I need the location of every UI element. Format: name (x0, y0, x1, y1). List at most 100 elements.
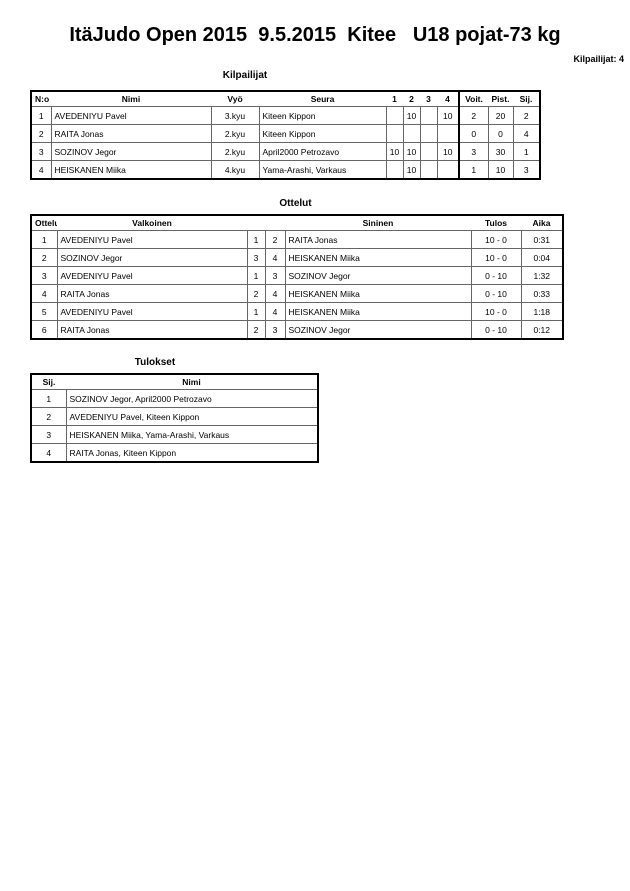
matches-col-header: Sininen (285, 215, 471, 231)
competitors-row: 2 RAITA Jonas 2.kyu Kiteen Kippon 0 0 4 (30, 124, 541, 143)
competitors-cell: 10 (385, 142, 404, 161)
matches-col-header (265, 215, 285, 231)
matches-cell: 4 (30, 284, 58, 303)
matches-row: 3 AVEDENIYU Pavel 1 3 SOZINOV Jegor 0 - 10 1:3… (30, 266, 564, 285)
matches-cell: 1:18 (520, 302, 564, 321)
competitors-col-header: Nimi (51, 91, 211, 107)
competitors-cell: Kiteen Kippon (258, 106, 387, 125)
competitors-col-header: 4 (437, 91, 459, 107)
competitors-col-header: Vyö (211, 91, 259, 107)
competitors-cell: Yama-Arashi, Varkaus (258, 160, 387, 180)
results-row: 3 HEISKANEN Miika, Yama-Arashi, Varkaus (30, 425, 319, 444)
results-cell: 3 (30, 425, 67, 444)
matches-cell: SOZINOV Jegor (284, 320, 472, 340)
competitors-cell: 1 (30, 106, 52, 125)
competitors-cell: 3 (512, 160, 541, 180)
matches-cell: 2 (264, 230, 286, 249)
competitors-heading: Kilpailijat (222, 70, 268, 81)
competitors-cell: 10 (436, 106, 460, 125)
competitors-col-header: 1 (386, 91, 403, 107)
competitors-cell: 2.kyu (210, 142, 260, 161)
results-cell: 1 (30, 389, 67, 408)
results-cell: 4 (30, 443, 67, 463)
matches-cell: 3 (264, 266, 286, 285)
matches-cell: 0:12 (520, 320, 564, 340)
competitors-cell: 3.kyu (210, 106, 260, 125)
competitors-col-header: 2 (403, 91, 420, 107)
competitors-col-header: Voit. (458, 91, 488, 107)
matches-cell: 4 (264, 284, 286, 303)
competitors-cell: SOZINOV Jegor (50, 142, 212, 161)
matches-cell: 10 - 0 (470, 302, 522, 321)
results-cell: RAITA Jonas, Kiteen Kippon (65, 443, 319, 463)
competitors-row: 3 SOZINOV Jegor 2.kyu April2000 Petrozavo 10… (30, 142, 541, 161)
competitors-cell: 1 (458, 160, 489, 180)
competitors-cell: 4.kyu (210, 160, 260, 180)
competitors-cell: RAITA Jonas (50, 124, 212, 143)
competitors-cell: 0 (458, 124, 489, 143)
competitors-cell: 2 (512, 106, 541, 125)
competitors-cell (436, 160, 460, 180)
results-row: 1 SOZINOV Jegor, April2000 Petrozavo (30, 389, 319, 408)
competitors-cell: 2 (30, 124, 52, 143)
matches-cell: HEISKANEN Miika (284, 284, 472, 303)
results-cell: 2 (30, 407, 67, 426)
matches-cell: 0 - 10 (470, 266, 522, 285)
matches-cell: 0 - 10 (470, 284, 522, 303)
matches-cell: 4 (264, 248, 286, 267)
matches-row: 6 RAITA Jonas 2 3 SOZINOV Jegor 0 - 10 0:12 (30, 320, 564, 340)
competitors-col-header: 3 (420, 91, 437, 107)
matches-heading: Ottelut (279, 198, 312, 209)
matches-cell: 1 (246, 230, 266, 249)
competitors-cell (419, 124, 438, 143)
matches-cell: HEISKANEN Miika (284, 302, 472, 321)
results-cell: SOZINOV Jegor, April2000 Petrozavo (65, 389, 319, 408)
matches-cell: SOZINOV Jegor (56, 248, 248, 267)
competitors-cell: 1 (512, 142, 541, 161)
matches-cell: SOZINOV Jegor (284, 266, 472, 285)
matches-cell: AVEDENIYU Pavel (56, 302, 248, 321)
matches-cell: 3 (246, 248, 266, 267)
matches-cell: RAITA Jonas (284, 230, 472, 249)
competitors-row: 1 AVEDENIYU Pavel 3.kyu Kiteen Kippon 10 10 2 2… (30, 106, 541, 125)
matches-cell: 0:33 (520, 284, 564, 303)
competitors-cell (402, 124, 421, 143)
competitors-cell: 2.kyu (210, 124, 260, 143)
competitors-cell: 10 (402, 142, 421, 161)
competitors-header-row: N:o Nimi Vyö Seura 1 2 3 4 Voit. Pist. Sij. (31, 91, 540, 107)
competitors-cell: AVEDENIYU Pavel (50, 106, 212, 125)
matches-cell: 10 - 0 (470, 248, 522, 267)
competitors-cell: 30 (487, 142, 514, 161)
competitors-col-header: N:o (31, 91, 51, 107)
matches-col-header (247, 215, 265, 231)
matches-cell: 5 (30, 302, 58, 321)
matches-cell: 1 (246, 302, 266, 321)
results-row: 4 RAITA Jonas, Kiteen Kippon (30, 443, 319, 463)
matches-cell: HEISKANEN Miika (284, 248, 472, 267)
competitors-table: N:o Nimi Vyö Seura 1 2 3 4 Voit. Pist. Sij. 1 AVEDEN… (30, 90, 541, 180)
competitors-cell: April2000 Petrozavo (258, 142, 387, 161)
matches-cell: 0:31 (520, 230, 564, 249)
matches-cell: 0 - 10 (470, 320, 522, 340)
matches-row: 2 SOZINOV Jegor 3 4 HEISKANEN Miika 10 - 0 0:0… (30, 248, 564, 267)
competitors-cell: 10 (402, 106, 421, 125)
results-row: 2 AVEDENIYU Pavel, Kiteen Kippon (30, 407, 319, 426)
competitors-cell: 10 (436, 142, 460, 161)
matches-row: 1 AVEDENIYU Pavel 1 2 RAITA Jonas 10 - 0 0:31 (30, 230, 564, 249)
matches-cell: RAITA Jonas (56, 284, 248, 303)
page-title: ItäJudo Open 2015 9.5.2015 Kitee U18 poj… (69, 24, 561, 46)
competitors-cell (436, 124, 460, 143)
competitors-cell: 10 (487, 160, 514, 180)
competitors-cell (385, 106, 404, 125)
results-col-header: Sij. (31, 374, 66, 390)
competitors-cell: 3 (30, 142, 52, 161)
matches-cell: AVEDENIYU Pavel (56, 230, 248, 249)
competitors-cell (385, 124, 404, 143)
matches-col-header: Aika (521, 215, 563, 231)
results-cell: HEISKANEN Miika, Yama-Arashi, Varkaus (65, 425, 319, 444)
competitors-cell (419, 106, 438, 125)
matches-cell: 2 (30, 248, 58, 267)
results-col-header: Nimi (66, 374, 318, 390)
